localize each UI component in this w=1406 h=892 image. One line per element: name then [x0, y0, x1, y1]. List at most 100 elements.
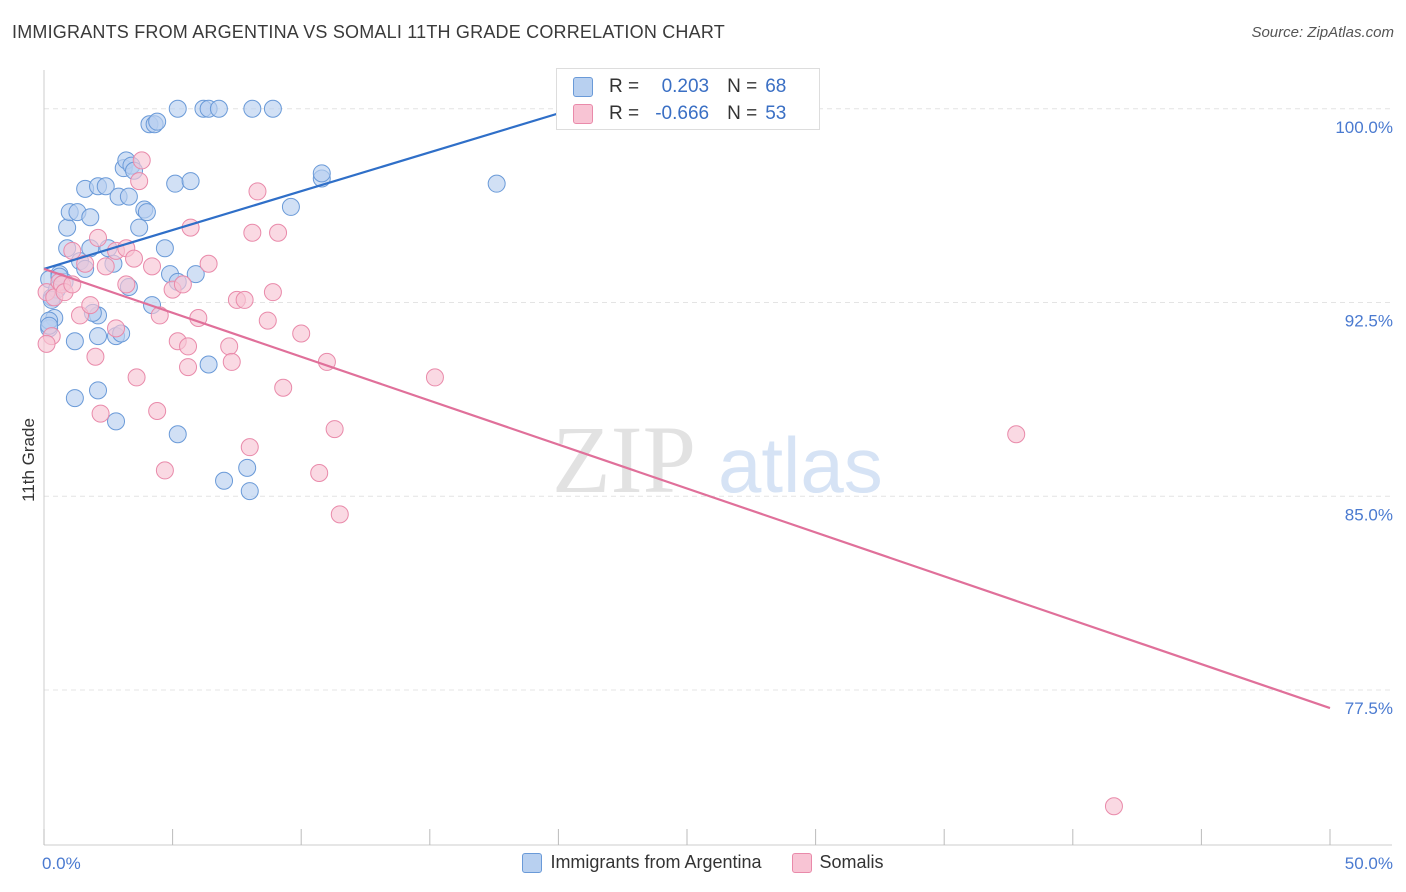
point-argentina	[81, 208, 100, 227]
point-argentina	[130, 218, 149, 237]
y-tick-label: 77.5%	[1345, 699, 1393, 718]
point-somalis	[330, 505, 349, 524]
point-argentina	[181, 172, 200, 191]
r-value-somalis: -0.666	[655, 103, 710, 124]
point-somalis	[240, 438, 259, 457]
point-argentina	[89, 381, 108, 400]
point-somalis	[179, 337, 198, 356]
point-argentina	[215, 471, 234, 490]
point-argentina	[238, 458, 257, 477]
legend-swatch-blue	[522, 852, 543, 873]
point-somalis	[81, 296, 100, 315]
point-argentina	[137, 203, 156, 222]
n-label: N =	[727, 103, 758, 124]
watermark-zip: ZIP	[552, 406, 696, 513]
point-argentina	[168, 425, 187, 444]
watermark: ZIP atlas	[552, 406, 883, 513]
point-somalis	[143, 257, 162, 276]
legend: Immigrants from Argentina Somalis	[0, 852, 1406, 873]
point-somalis	[248, 182, 267, 201]
point-argentina	[148, 112, 167, 131]
point-somalis	[37, 334, 56, 353]
trend-line-argentina	[43, 107, 575, 270]
stats-row-somalis: R = -0.666 N = 53	[573, 101, 786, 127]
point-somalis	[107, 319, 126, 338]
point-somalis	[89, 228, 108, 247]
point-somalis	[179, 358, 198, 377]
stats-box: R = 0.203 N = 68 R = -0.666 N = 53	[556, 68, 820, 130]
chart-title: IMMIGRANTS FROM ARGENTINA VS SOMALI 11TH…	[12, 22, 725, 42]
point-argentina	[107, 412, 126, 431]
r-label: R =	[609, 76, 640, 97]
point-somalis	[150, 306, 169, 325]
point-argentina	[209, 99, 228, 118]
y-tick-label: 100.0%	[1335, 118, 1393, 137]
point-somalis	[91, 404, 110, 423]
point-somalis	[310, 464, 329, 482]
tick-labels: 100.0% 92.5% 85.0% 77.5% 0.0% 50.0%	[42, 118, 1393, 873]
point-argentina	[89, 327, 108, 346]
legend-swatch-pink	[791, 852, 812, 873]
point-somalis	[269, 223, 288, 242]
point-somalis	[125, 249, 144, 268]
point-argentina	[65, 389, 84, 408]
point-argentina	[199, 355, 218, 374]
point-somalis	[263, 283, 282, 302]
point-somalis	[132, 151, 151, 170]
n-label: N =	[727, 76, 758, 97]
point-somalis	[181, 218, 200, 237]
stats-swatch-pink	[573, 104, 593, 124]
point-somalis	[243, 223, 262, 242]
point-argentina	[263, 99, 282, 118]
grid-lines	[44, 108, 1392, 691]
point-somalis	[148, 402, 167, 420]
stats-row-argentina: R = 0.203 N = 68	[573, 74, 786, 100]
r-label: R =	[609, 103, 640, 124]
y-tick-label: 85.0%	[1345, 505, 1393, 524]
point-argentina	[166, 174, 185, 193]
x-tick-label: 50.0%	[1345, 854, 1393, 873]
point-somalis	[199, 254, 218, 273]
point-somalis	[117, 275, 136, 294]
point-somalis	[1007, 425, 1026, 444]
point-somalis	[325, 420, 344, 439]
y-axis-label: 11th Grade	[19, 418, 38, 502]
point-somalis	[173, 275, 192, 294]
point-argentina	[155, 239, 174, 258]
point-somalis	[96, 257, 115, 276]
point-argentina	[65, 332, 84, 351]
point-somalis	[220, 337, 239, 356]
point-argentina	[58, 218, 77, 237]
point-somalis	[235, 290, 254, 309]
point-somalis	[86, 347, 105, 366]
stats-swatch-blue	[573, 77, 593, 97]
point-argentina	[119, 187, 138, 206]
point-somalis	[222, 352, 241, 371]
point-argentina	[312, 164, 331, 183]
legend-label-somalis: Somalis	[819, 852, 884, 872]
point-somalis	[76, 254, 95, 273]
point-somalis	[155, 461, 174, 480]
point-argentina	[487, 174, 506, 193]
y-tick-label: 92.5%	[1345, 312, 1393, 331]
point-somalis	[130, 172, 149, 191]
point-argentina	[281, 197, 300, 216]
point-somalis	[258, 311, 277, 330]
point-argentina	[168, 99, 187, 118]
legend-label-argentina: Immigrants from Argentina	[550, 852, 762, 872]
data-points	[37, 99, 1123, 816]
point-argentina	[186, 265, 205, 284]
point-somalis	[425, 368, 444, 387]
point-argentina	[240, 482, 259, 501]
legend-item-somalis[interactable]: Somalis	[791, 852, 884, 873]
legend-item-argentina[interactable]: Immigrants from Argentina	[522, 852, 762, 873]
point-somalis	[292, 324, 311, 343]
n-value-somalis: 53	[765, 103, 787, 124]
x-tick-label: 0.0%	[42, 854, 81, 873]
point-somalis	[127, 368, 146, 387]
n-value-argentina: 68	[765, 76, 787, 97]
point-somalis	[1104, 797, 1123, 816]
point-argentina	[96, 177, 115, 196]
source-label: Source: ZipAtlas.com	[1251, 24, 1394, 41]
